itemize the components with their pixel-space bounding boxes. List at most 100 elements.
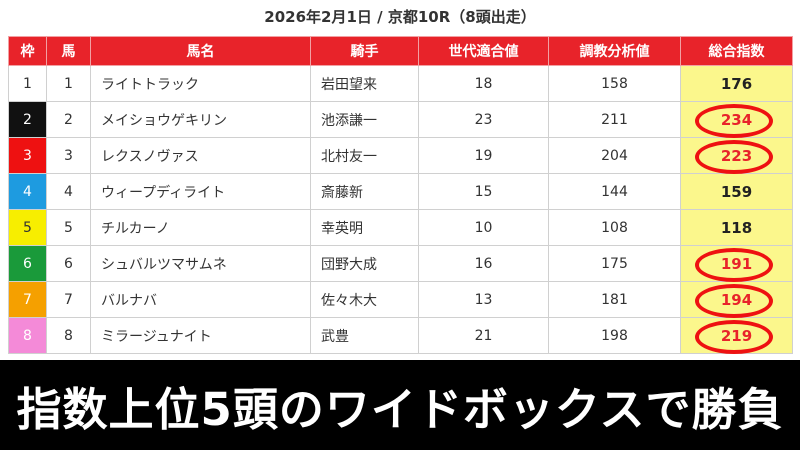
horse-number-cell-text: 8: [64, 327, 73, 344]
total-index-cell-text: 159: [720, 182, 753, 201]
table-row: 3 3 レクスノヴァス 北村友一 19 204 223: [8, 137, 793, 174]
generation-fit-cell-text: 10: [474, 219, 493, 236]
banner-text: 指数上位5頭のワイドボックスで勝負: [16, 382, 784, 436]
total-index-cell: 234: [680, 101, 793, 138]
horse-number-cell-text: 1: [64, 75, 73, 92]
jockey-cell-text: 佐々木大: [321, 292, 377, 309]
bottom-banner: 指数上位5頭のワイドボックスで勝負: [0, 360, 800, 450]
horse-number-cell-text: 6: [64, 255, 73, 272]
training-analysis-cell-text: 175: [601, 255, 628, 272]
horse-number-cell: 6: [46, 245, 91, 282]
generation-fit-cell-text: 18: [474, 75, 493, 92]
table-row: 1 1 ライトトラック 岩田望来 18 158 176: [8, 65, 793, 102]
horse-name-cell-text: ウィープディライト: [101, 184, 226, 201]
highlight-circle: [695, 284, 773, 318]
horse-number-cell-text: 4: [64, 183, 73, 200]
training-analysis-cell-text: 204: [601, 147, 628, 164]
training-analysis-cell-text: 211: [601, 111, 628, 128]
total-index-cell-text: 118: [720, 218, 753, 237]
header-uma: 馬: [46, 36, 91, 66]
training-analysis-cell: 108: [548, 209, 681, 246]
table-row: 7 7 バルナバ 佐々木大 13 181 194: [8, 281, 793, 318]
training-analysis-cell-text: 181: [601, 291, 628, 308]
jockey-cell: 武豊: [310, 317, 419, 354]
horse-name-cell-text: レクスノヴァス: [101, 148, 199, 165]
horse-name-cell: ミラージュナイト: [90, 317, 311, 354]
horse-number-cell: 7: [46, 281, 91, 318]
waku-cell-text: 2: [23, 111, 32, 128]
header-waku: 枠: [8, 36, 47, 66]
jockey-cell-text: 北村友一: [321, 148, 377, 165]
jockey-cell: 岩田望来: [310, 65, 419, 102]
jockey-cell: 斎藤新: [310, 173, 419, 210]
highlight-circle: [695, 248, 773, 282]
training-analysis-cell-text: 144: [601, 183, 628, 200]
jockey-cell-text: 武豊: [321, 328, 349, 345]
waku-cell-text: 3: [23, 147, 32, 164]
jockey-cell-text: 岩田望来: [321, 76, 377, 93]
waku-cell-text: 1: [23, 75, 32, 92]
training-analysis-cell: 144: [548, 173, 681, 210]
total-index-cell: 159: [680, 173, 793, 210]
horse-name-cell: レクスノヴァス: [90, 137, 311, 174]
training-analysis-cell: 181: [548, 281, 681, 318]
horse-name-cell-text: ライトトラック: [101, 76, 199, 93]
jockey-cell-text: 池添謙一: [321, 112, 377, 129]
header-total-index: 総合指数: [680, 36, 793, 66]
horse-number-cell: 2: [46, 101, 91, 138]
training-analysis-cell-text: 198: [601, 327, 628, 344]
generation-fit-cell-text: 16: [474, 255, 493, 272]
table-row: 2 2 メイショウゲキリン 池添謙一 23 211 234: [8, 101, 793, 138]
total-index-cell: 176: [680, 65, 793, 102]
waku-cell: 5: [8, 209, 47, 246]
jockey-cell: 佐々木大: [310, 281, 419, 318]
jockey-cell: 団野大成: [310, 245, 419, 282]
generation-fit-cell-text: 15: [474, 183, 493, 200]
highlight-circle: [695, 140, 773, 174]
waku-cell-text: 7: [23, 291, 32, 308]
horse-number-cell: 8: [46, 317, 91, 354]
generation-fit-cell-text: 19: [474, 147, 493, 164]
waku-cell: 6: [8, 245, 47, 282]
training-analysis-cell-text: 158: [601, 75, 628, 92]
table-header-row: 枠 馬 馬名 騎手 世代適合値 調教分析値 総合指数: [8, 36, 793, 66]
horse-name-cell: シュバルツマサムネ: [90, 245, 311, 282]
horse-name-cell: ライトトラック: [90, 65, 311, 102]
header-generation-fit: 世代適合値: [418, 36, 549, 66]
waku-cell: 3: [8, 137, 47, 174]
generation-fit-cell: 21: [418, 317, 549, 354]
header-jockey: 騎手: [310, 36, 419, 66]
horse-number-cell-text: 2: [64, 111, 73, 128]
horse-name-cell-text: シュバルツマサムネ: [101, 256, 227, 273]
horse-number-cell: 5: [46, 209, 91, 246]
generation-fit-cell: 13: [418, 281, 549, 318]
total-index-cell: 223: [680, 137, 793, 174]
training-analysis-cell-text: 108: [601, 219, 628, 236]
waku-cell: 7: [8, 281, 47, 318]
total-index-cell: 191: [680, 245, 793, 282]
waku-cell: 8: [8, 317, 47, 354]
horse-number-cell: 4: [46, 173, 91, 210]
horse-number-cell-text: 7: [64, 291, 73, 308]
index-table: 枠 馬 馬名 騎手 世代適合値 調教分析値 総合指数 1 1 ライトトラック 岩田望来…: [8, 36, 793, 354]
jockey-cell: 池添謙一: [310, 101, 419, 138]
waku-cell: 1: [8, 65, 47, 102]
horse-name-cell-text: ミラージュナイト: [101, 328, 212, 345]
generation-fit-cell: 19: [418, 137, 549, 174]
training-analysis-cell: 175: [548, 245, 681, 282]
horse-name-cell: ウィープディライト: [90, 173, 311, 210]
total-index-cell: 219: [680, 317, 793, 354]
header-training-analysis: 調教分析値: [548, 36, 681, 66]
generation-fit-cell-text: 21: [474, 327, 493, 344]
table-row: 4 4 ウィープディライト 斎藤新 15 144 159: [8, 173, 793, 210]
horse-name-cell: バルナバ: [90, 281, 311, 318]
horse-number-cell: 3: [46, 137, 91, 174]
total-index-cell-text: 176: [720, 74, 753, 93]
jockey-cell: 幸英明: [310, 209, 419, 246]
generation-fit-cell-text: 13: [474, 291, 493, 308]
generation-fit-cell: 18: [418, 65, 549, 102]
race-title: 2026年2月1日 / 京都10R（8頭出走）: [264, 8, 536, 26]
table-row: 8 8 ミラージュナイト 武豊 21 198 219: [8, 317, 793, 354]
header-horse-name: 馬名: [90, 36, 311, 66]
jockey-cell-text: 斎藤新: [321, 184, 363, 201]
